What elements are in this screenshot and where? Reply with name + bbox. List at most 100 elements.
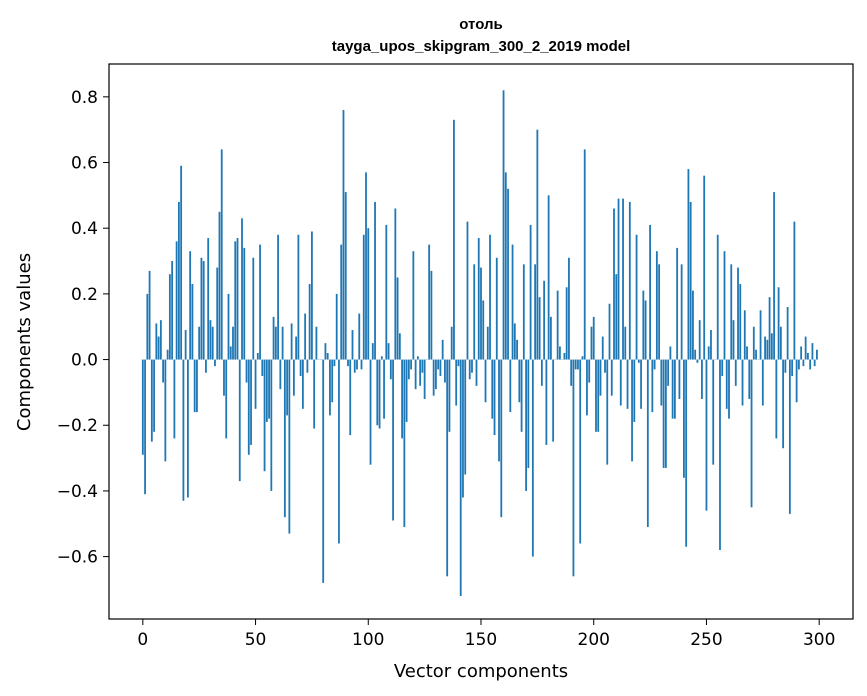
bar-145 bbox=[468, 359, 471, 380]
x-tick-label: 300 bbox=[803, 630, 835, 650]
bar-61 bbox=[279, 359, 282, 390]
bar-125 bbox=[423, 359, 426, 399]
bar-257 bbox=[721, 359, 724, 376]
bar-228 bbox=[655, 251, 658, 360]
bar-185 bbox=[559, 346, 561, 360]
bar-230 bbox=[660, 359, 663, 406]
bar-264 bbox=[737, 267, 739, 360]
bar-87 bbox=[338, 359, 340, 544]
bar-174 bbox=[534, 264, 537, 360]
bar-135 bbox=[446, 359, 449, 577]
bar-215 bbox=[626, 359, 629, 409]
bar-114 bbox=[398, 333, 401, 360]
bars-group bbox=[141, 90, 818, 597]
bar-285 bbox=[784, 359, 787, 373]
bar-159 bbox=[500, 359, 503, 518]
bar-86 bbox=[335, 293, 338, 360]
bar-295 bbox=[807, 352, 809, 360]
bar-58 bbox=[272, 316, 275, 360]
bar-198 bbox=[588, 359, 591, 383]
bar-271 bbox=[752, 326, 755, 360]
bar-106 bbox=[380, 356, 383, 360]
bar-13 bbox=[171, 261, 174, 360]
bar-234 bbox=[669, 346, 672, 360]
bar-68 bbox=[295, 336, 298, 360]
bar-139 bbox=[455, 359, 458, 406]
bar-132 bbox=[439, 359, 442, 376]
bar-11 bbox=[166, 349, 169, 360]
bar-133 bbox=[441, 339, 444, 360]
bar-216 bbox=[628, 201, 631, 360]
x-tick-label: 50 bbox=[245, 630, 267, 650]
bar-166 bbox=[516, 339, 518, 360]
bar-35 bbox=[220, 149, 223, 360]
bar-94 bbox=[353, 359, 356, 373]
bar-294 bbox=[804, 336, 807, 360]
plot-area-frame bbox=[108, 63, 854, 620]
bar-44 bbox=[241, 218, 243, 360]
bar-263 bbox=[734, 359, 737, 386]
bar-18 bbox=[182, 359, 185, 501]
bar-222 bbox=[642, 290, 645, 360]
bar-167 bbox=[518, 359, 521, 403]
bar-140 bbox=[457, 359, 460, 367]
bar-63 bbox=[283, 359, 286, 518]
bar-196 bbox=[583, 149, 586, 360]
bar-298 bbox=[813, 359, 816, 367]
bar-98 bbox=[362, 234, 365, 360]
bar-267 bbox=[743, 310, 746, 360]
bar-76 bbox=[313, 359, 316, 429]
bar-85 bbox=[333, 359, 336, 367]
bar-53 bbox=[261, 359, 264, 376]
bar-286 bbox=[786, 307, 789, 360]
bar-111 bbox=[392, 359, 394, 521]
bar-90 bbox=[344, 192, 347, 360]
bar-206 bbox=[606, 359, 609, 465]
bar-26 bbox=[200, 257, 203, 360]
bar-290 bbox=[795, 359, 798, 403]
bar-179 bbox=[545, 359, 548, 445]
bar-1 bbox=[144, 359, 146, 495]
bar-154 bbox=[489, 234, 491, 360]
bar-243 bbox=[689, 201, 692, 360]
bar-56 bbox=[268, 359, 270, 419]
bar-213 bbox=[622, 198, 624, 360]
x-tick-label: 250 bbox=[690, 630, 722, 650]
y-tick-label: 0.8 bbox=[71, 88, 98, 108]
bar-23 bbox=[193, 359, 196, 413]
bar-97 bbox=[360, 359, 363, 370]
bar-95 bbox=[356, 359, 358, 370]
bar-189 bbox=[568, 257, 570, 360]
bar-148 bbox=[475, 359, 478, 386]
bar-65 bbox=[288, 359, 291, 534]
bar-180 bbox=[547, 195, 550, 360]
bar-157 bbox=[495, 257, 498, 360]
bar-130 bbox=[435, 359, 437, 390]
bar-250 bbox=[705, 359, 708, 511]
bar-22 bbox=[191, 284, 194, 360]
bar-149 bbox=[477, 238, 480, 360]
bar-163 bbox=[509, 359, 512, 413]
x-axis-label: Vector components bbox=[394, 661, 568, 682]
bar-8 bbox=[159, 320, 162, 360]
bar-258 bbox=[723, 251, 726, 360]
bar-194 bbox=[579, 359, 582, 544]
bar-137 bbox=[450, 326, 453, 360]
bar-158 bbox=[498, 359, 500, 462]
bar-136 bbox=[448, 359, 451, 432]
bar-291 bbox=[797, 359, 800, 370]
bar-41 bbox=[234, 241, 237, 360]
bar-45 bbox=[243, 247, 246, 360]
bar-4 bbox=[150, 359, 153, 442]
bar-161 bbox=[504, 172, 507, 360]
bar-113 bbox=[396, 277, 399, 360]
bar-64 bbox=[286, 359, 289, 416]
bar-59 bbox=[274, 326, 277, 360]
bar-175 bbox=[536, 129, 539, 360]
bar-102 bbox=[371, 343, 374, 360]
bar-67 bbox=[292, 359, 295, 396]
bar-202 bbox=[597, 359, 600, 432]
bar-238 bbox=[678, 359, 681, 399]
y-tick-label: 0.2 bbox=[71, 285, 98, 305]
bar-51 bbox=[256, 352, 259, 360]
